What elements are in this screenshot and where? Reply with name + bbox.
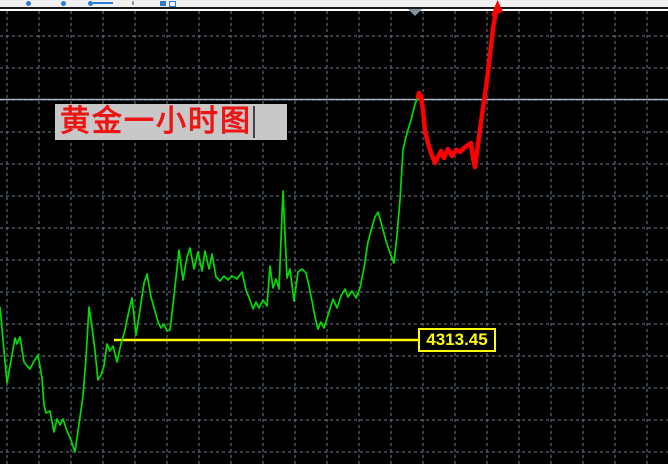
shapes-tool-icon-part: [169, 1, 176, 7]
price-series-line: [0, 96, 419, 453]
chart-shift-marker-icon[interactable]: [408, 9, 422, 16]
chart-background: [0, 11, 668, 464]
trend-arrow-head-icon[interactable]: [491, 0, 503, 16]
shapes-tool-icon-part: [160, 1, 166, 6]
chart-top-highlight: [0, 9, 668, 11]
chart-title-textbox[interactable]: 黄金一小时图: [55, 104, 287, 140]
text-caret: [253, 106, 255, 138]
price-level-label[interactable]: 4313.45: [418, 328, 496, 352]
drawing-toolbar: [0, 0, 668, 7]
draw-dot-tool-icon-part: [26, 1, 31, 6]
chart-top-border: [0, 7, 668, 9]
trend-arrow-line[interactable]: [415, 9, 499, 170]
separator-tick-icon-part: [132, 1, 134, 5]
trendline-tool-icon-part: [88, 1, 93, 6]
trendline-tool-icon-part: [93, 2, 113, 4]
draw-dot-tool2-icon-part: [61, 1, 66, 6]
price-level-value: 4313.45: [426, 330, 488, 349]
chart-title-text: 黄金一小时图: [60, 104, 252, 139]
